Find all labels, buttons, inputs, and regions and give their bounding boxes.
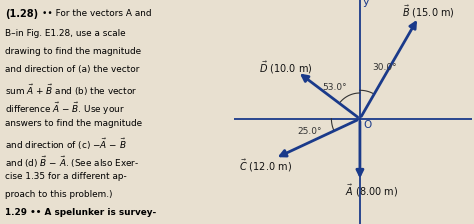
Text: •• For the vectors A and: •• For the vectors A and (42, 9, 151, 18)
Text: cise 1.35 for a different ap-: cise 1.35 for a different ap- (5, 172, 127, 181)
Text: 1.29 •• A spelunker is survey-: 1.29 •• A spelunker is survey- (5, 208, 156, 217)
Text: difference $\vec{A}$ $-$ $\vec{B}$. Use your: difference $\vec{A}$ $-$ $\vec{B}$. Use … (5, 101, 125, 117)
Text: answers to find the magnitude: answers to find the magnitude (5, 119, 142, 128)
Text: $\vec{B}$ (15.0 m): $\vec{B}$ (15.0 m) (402, 4, 455, 20)
Text: $\vec{C}$ (12.0 m): $\vec{C}$ (12.0 m) (239, 158, 292, 174)
Text: proach to this problem.): proach to this problem.) (5, 190, 112, 199)
Text: sum $\vec{A}$ + $\vec{B}$ and (b) the vector: sum $\vec{A}$ + $\vec{B}$ and (b) the ve… (5, 83, 137, 98)
Text: (1.28): (1.28) (5, 9, 38, 19)
Text: B–in Fig. E1.28, use a scale: B–in Fig. E1.28, use a scale (5, 29, 125, 38)
Text: drawing to find the magnitude: drawing to find the magnitude (5, 47, 141, 56)
Text: and (d) $\vec{B}$ $-$ $\vec{A}$. (See also Exer-: and (d) $\vec{B}$ $-$ $\vec{A}$. (See al… (5, 155, 139, 170)
Text: O: O (363, 120, 372, 130)
Text: and direction of (a) the vector: and direction of (a) the vector (5, 65, 139, 74)
Text: $\vec{A}$ (8.00 m): $\vec{A}$ (8.00 m) (345, 183, 399, 199)
Text: y: y (363, 0, 369, 7)
Text: and direction of (c) $-\vec{A}$ $-$ $\vec{B}$: and direction of (c) $-\vec{A}$ $-$ $\ve… (5, 137, 126, 152)
Text: 30.0°: 30.0° (372, 63, 397, 72)
Text: $\vec{D}$ (10.0 m): $\vec{D}$ (10.0 m) (259, 59, 312, 76)
Text: 53.0°: 53.0° (323, 83, 347, 92)
Text: 25.0°: 25.0° (298, 127, 322, 136)
